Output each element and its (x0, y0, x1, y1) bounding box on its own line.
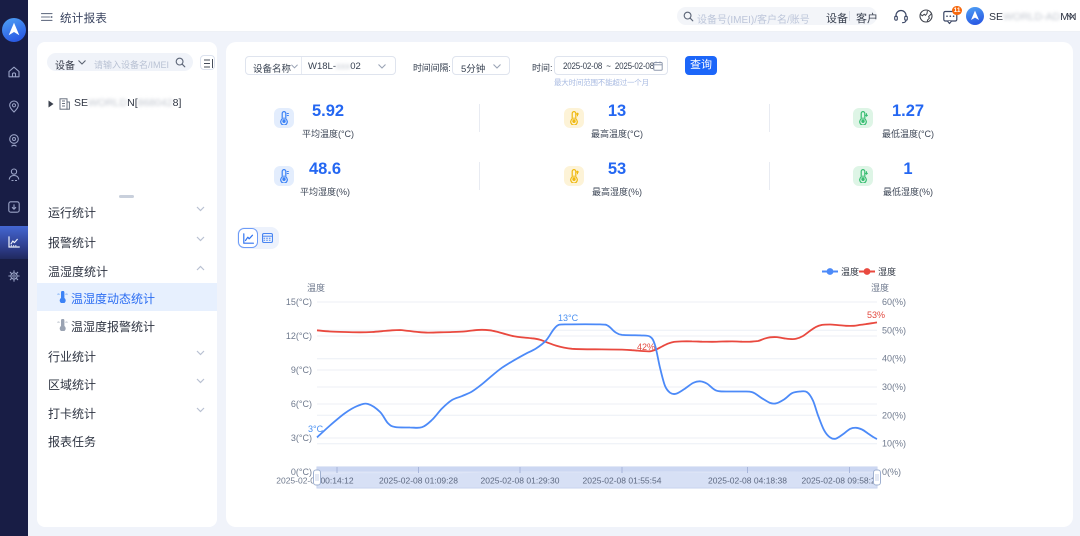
svg-text:15(°C): 15(°C) (286, 297, 312, 307)
svg-text:50(%): 50(%) (882, 325, 906, 335)
svg-text:00:14:12: 00:14:12 (320, 476, 353, 486)
svg-text:20(%): 20(%) (882, 410, 906, 420)
svg-text:42%: 42% (637, 342, 655, 352)
svg-text:53%: 53% (867, 310, 885, 320)
svg-text:2025-02-08 01:29:30: 2025-02-08 01:29:30 (481, 476, 560, 486)
svg-text:3°C: 3°C (308, 424, 324, 434)
svg-text:湿度: 湿度 (878, 266, 896, 277)
svg-text:2025-02-08 09:58:22: 2025-02-08 09:58:22 (802, 476, 881, 486)
svg-text:0(°C): 0(°C) (291, 467, 312, 477)
svg-text:2025-02-08 01:09:28: 2025-02-08 01:09:28 (379, 476, 458, 486)
svg-text:30(%): 30(%) (882, 382, 906, 392)
svg-text:2025-02-08 01:55:54: 2025-02-08 01:55:54 (583, 476, 662, 486)
svg-text:60(%): 60(%) (882, 297, 906, 307)
svg-text:2025-02-0: 2025-02-0 (276, 476, 315, 486)
svg-text:6(°C): 6(°C) (291, 399, 312, 409)
svg-text:温度: 温度 (841, 266, 859, 277)
svg-text:2025-02-08 04:18:38: 2025-02-08 04:18:38 (708, 476, 787, 486)
svg-text:40(%): 40(%) (882, 354, 906, 364)
svg-text:13°C: 13°C (558, 313, 579, 323)
svg-text:0(%): 0(%) (882, 467, 901, 477)
svg-text:9(°C): 9(°C) (291, 365, 312, 375)
svg-text:温度: 温度 (307, 282, 325, 293)
svg-text:12(°C): 12(°C) (286, 331, 312, 341)
svg-text:湿度: 湿度 (871, 282, 889, 293)
svg-text:10(%): 10(%) (882, 439, 906, 449)
svg-text:3(°C): 3(°C) (291, 433, 312, 443)
